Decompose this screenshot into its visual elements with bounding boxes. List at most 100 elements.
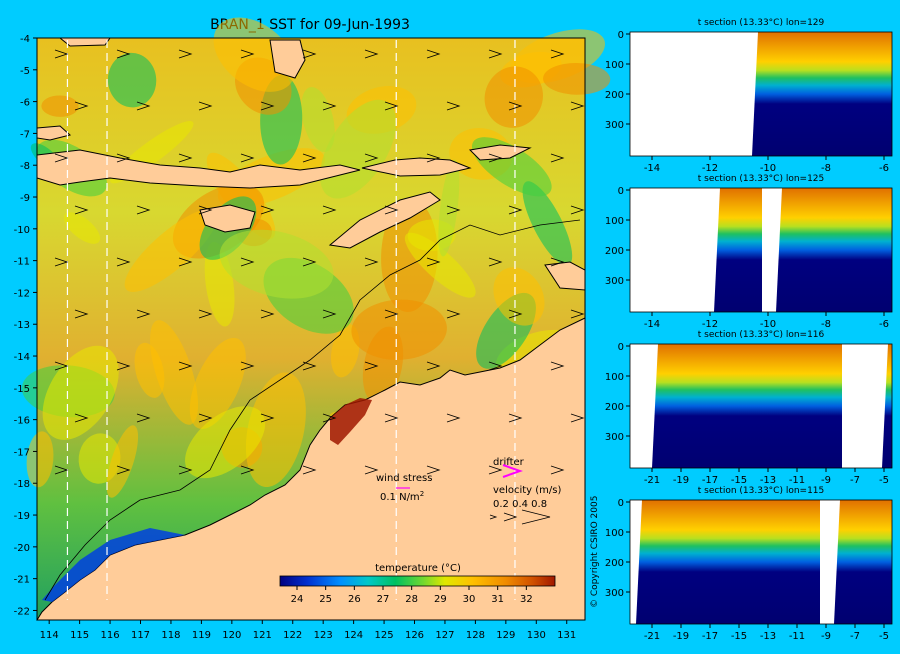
wind-arrow [384,101,399,111]
velocity-label: velocity (m/s) [493,485,561,496]
sst-patch [41,95,79,117]
wind-arrow [384,413,399,423]
section-panels: t section (13.33°C) lon=129 0 100 200 300 -14… [605,18,893,642]
wind-arrow [74,205,89,215]
map-x-tick-label: 120 [222,630,241,641]
section-x-tick-label: -6 [879,319,889,330]
colorbar-tick-label: 25 [319,594,332,605]
wind-arrow [260,309,275,319]
map-x-tick-label: 131 [557,630,576,641]
section-x-tick-label: -19 [673,475,689,486]
wind-stress-value: 0.1 N/m2 [380,490,424,503]
section-y-tick-label: 300 [605,120,624,131]
wind-arrow [240,153,255,163]
section-x-tick-label: -7 [850,631,860,642]
wind-arrow [570,101,585,111]
section-land [630,344,658,468]
wind-stress-legend: wind stress 0.1 N/m2 [376,473,432,503]
wind-arrow [116,153,131,163]
sst-patch [522,181,573,266]
sst-patch [107,52,157,108]
section-x-tick-label: -5 [879,631,889,642]
section-y-tick-label: 200 [605,402,624,413]
wind-arrow [570,413,585,423]
wind-arrow [322,101,337,111]
wind-arrow [302,465,317,475]
wind-arrow [488,465,503,475]
islands [36,37,586,291]
section-panel: t section (13.33°C) lon=125 0 100 200 300 -14… [605,174,893,330]
wind-arrow [116,257,131,267]
wind-arrow [240,361,255,371]
section-x-tick-label: -15 [731,475,747,486]
map-y-tick-label: -10 [14,225,30,236]
wind-arrow [198,309,213,319]
wind-arrow [426,153,441,163]
sst-patch [362,326,404,404]
wind-arrow [570,309,585,319]
wind-arrow [446,101,461,111]
wind-arrow [446,413,461,423]
section-title: t section (13.33°C) lon=129 [698,18,825,28]
section-x-tick-label: -7 [850,475,860,486]
wind-arrow [240,465,255,475]
section-lines [66,40,516,600]
wind-arrow [136,309,151,319]
sst-patch [106,425,139,498]
wind-arrow [198,205,213,215]
section-x-tick-label: -15 [731,631,747,642]
section-y-tick-label: 300 [605,276,624,287]
map-y-tick-label: -16 [14,416,30,427]
drifter-arrow-icon [502,464,524,478]
map-y-tick-label: -9 [20,193,30,204]
map-x-tick-label: 126 [405,630,424,641]
wind-arrow [426,465,441,475]
map-y-tick-label: -15 [14,384,30,395]
island-sumba [199,204,256,233]
map-y-tick-label: -17 [14,447,30,458]
colorbar-tick-label: 32 [520,594,533,605]
sst-patch [330,324,360,378]
wind-arrow [116,465,131,475]
wind-arrow [178,361,193,371]
wind-arrow [364,49,379,59]
wind-arrow [550,361,565,371]
sst-patch [63,212,101,244]
wind-arrow [54,153,69,163]
map-y-tick-label: -19 [14,511,30,522]
map-x-tick-label: 122 [283,630,302,641]
wind-arrow [364,361,379,371]
map-x-tick-label: 116 [101,630,120,641]
island-bali-lombok [361,157,472,177]
wind-arrow [178,465,193,475]
wind-arrow [302,153,317,163]
section-y-tick-label: 300 [605,588,624,599]
wind-vectors [54,49,585,475]
sst-patch [245,372,306,488]
map-x-tick-label: 123 [314,630,333,641]
map-y-tick-label: -14 [14,352,30,363]
sst-patch [484,66,543,128]
wind-arrow [74,309,89,319]
wind-arrow [178,257,193,267]
wind-arrow [116,361,131,371]
map-x-tick-label: 125 [375,630,394,641]
section-x-tick-label: -6 [879,163,889,174]
map-y-tick-label: -11 [14,257,30,268]
sst-patch [42,345,119,440]
map-x-tick-label: 114 [40,630,59,641]
sst-patch [150,320,199,425]
section-panel: t section (13.33°C) lon=115 0 100 200 300 -21… [605,486,893,642]
colorbar: temperature (°C) 24 25 26 27 28 29 30 31 32 [279,563,556,605]
colorbar-tick-label: 30 [463,594,476,605]
wind-arrow [488,361,503,371]
colorbar-gradient [279,575,556,587]
wind-arrow [136,413,151,423]
section-x-tick-label: -14 [644,163,660,174]
section-y-tick-label: 100 [605,528,624,539]
wind-arrow [260,205,275,215]
warm-coastal-patch [330,398,372,445]
section-x-tick-label: -9 [821,475,831,486]
section-y-tick-label: 100 [605,216,624,227]
